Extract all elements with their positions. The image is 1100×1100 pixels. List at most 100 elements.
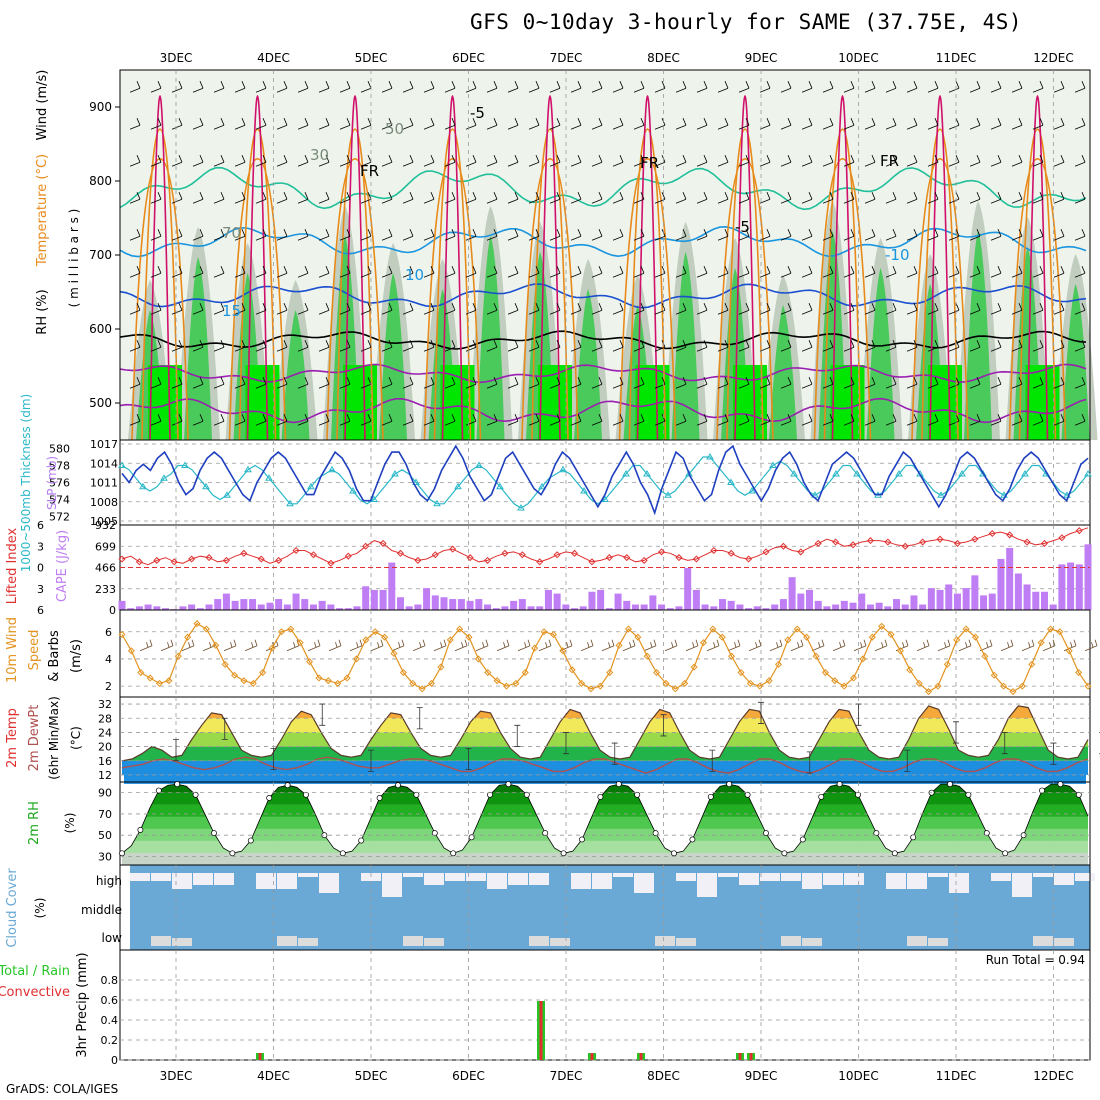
- wind-speed-marker: [155, 679, 164, 687]
- wind-barb: [990, 266, 1002, 278]
- wind-speed-marker: [427, 679, 436, 687]
- x-tick-label-top: 4DEC: [257, 51, 290, 65]
- cape-bar: [127, 608, 135, 610]
- wind-speed-marker: [728, 652, 736, 660]
- wind-barb: [423, 192, 435, 204]
- cape-bar: [510, 600, 518, 610]
- cloud-high-gap: [193, 873, 213, 885]
- cape-bar: [614, 593, 622, 610]
- cape-bar: [344, 608, 352, 610]
- cloud-high-gap: [802, 873, 822, 889]
- wind-barb: [717, 118, 729, 130]
- wind-barb: [1074, 266, 1086, 278]
- wind-barb: [780, 118, 792, 130]
- thickness-marker: [223, 491, 231, 498]
- wind-speed-marker: [259, 668, 267, 677]
- cloud-low-gap: [424, 938, 444, 946]
- wind-barb: [444, 340, 456, 352]
- wind-barb: [360, 377, 372, 389]
- wind-barb: [1011, 414, 1023, 426]
- li-marker: [832, 538, 840, 546]
- rh-tick-label: 70: [98, 808, 112, 821]
- wind-barb: [717, 303, 729, 315]
- cloud-high-gap: [823, 873, 843, 885]
- thickness-marker: [727, 478, 735, 485]
- li-marker: [692, 555, 700, 563]
- wind-barb: [255, 192, 267, 204]
- contour-label: FR: [640, 154, 659, 172]
- temp-minmax-bar: [221, 717, 228, 740]
- li-marker: [240, 549, 248, 557]
- cape-bar: [231, 600, 239, 610]
- li-marker: [745, 555, 753, 563]
- wind-barb: [696, 266, 708, 278]
- wind-barb: [759, 414, 771, 426]
- wind-barb: [1032, 414, 1044, 426]
- cape-bar: [771, 604, 779, 610]
- temp-contour-warm: [521, 157, 579, 441]
- wind-barb: [738, 81, 750, 93]
- wind-barb: [402, 192, 414, 204]
- wind-speed-marker: [456, 625, 464, 633]
- wind-barb: [675, 303, 687, 315]
- cape-bar: [745, 608, 753, 610]
- wind-barb: [696, 192, 708, 204]
- cape-bar: [927, 588, 935, 610]
- wind-barb: [255, 266, 267, 278]
- wind-barb: [297, 303, 309, 315]
- wind-barb: [675, 414, 687, 426]
- wind-barb: [864, 414, 876, 426]
- temp-contour-warm: [131, 157, 189, 441]
- thickness-marker: [496, 482, 504, 490]
- wind-barb: [129, 229, 141, 241]
- wind-barb: [990, 303, 1002, 315]
- wind-barb: [381, 266, 393, 278]
- cape-bar: [884, 606, 892, 610]
- temp-contour-warm: [726, 128, 764, 441]
- precip-tick-label: 0.8: [101, 974, 119, 987]
- wind-barb: [192, 155, 204, 167]
- wind-barb: [276, 229, 288, 241]
- cloud-label-2: (%): [33, 898, 47, 919]
- cloud-high-gap: [403, 873, 423, 877]
- wind-barb: [444, 303, 456, 315]
- wind-barb-10m: [916, 639, 930, 652]
- cape-bar: [919, 604, 927, 610]
- wind-barb: [381, 81, 393, 93]
- cape-bar: [275, 599, 283, 610]
- wind-barb-10m: [538, 639, 552, 652]
- cape-bar: [631, 604, 639, 610]
- wind-barb: [339, 377, 351, 389]
- wind-barb: [297, 192, 309, 204]
- cape-bar: [440, 597, 448, 610]
- wind-barb: [1032, 155, 1044, 167]
- wind-barb: [675, 229, 687, 241]
- cloud-low-gap: [655, 936, 675, 946]
- slp-tick-label: 1011: [90, 477, 118, 490]
- wind-barb: [465, 377, 477, 389]
- wind-barb: [843, 414, 855, 426]
- li-marker: [971, 535, 979, 543]
- cape-bar: [1040, 591, 1048, 610]
- thickness-marker: [118, 461, 126, 468]
- wind-barb: [759, 266, 771, 278]
- cape-tick-label: 932: [95, 519, 116, 532]
- thickness-marker: [181, 461, 189, 468]
- wind-barb: [1011, 340, 1023, 352]
- temp-contour-warm: [1018, 128, 1057, 441]
- wind-barb: [906, 414, 918, 426]
- cloud-high-gap: [991, 873, 1011, 881]
- wind-barb: [801, 155, 813, 167]
- wind-barb: [402, 118, 414, 130]
- wind-barb-10m: [433, 639, 447, 652]
- wind-barb: [612, 81, 624, 93]
- wind-barb: [255, 303, 267, 315]
- wind-barb: [465, 81, 477, 93]
- wind-barb: [906, 340, 918, 352]
- wind-barb: [927, 229, 939, 241]
- wind-barb: [255, 229, 267, 241]
- wind-barb: [780, 303, 792, 315]
- temp-contour-warm: [618, 157, 677, 441]
- x-tick-label-bottom: 9DEC: [745, 1069, 778, 1083]
- wind-barb: [969, 192, 981, 204]
